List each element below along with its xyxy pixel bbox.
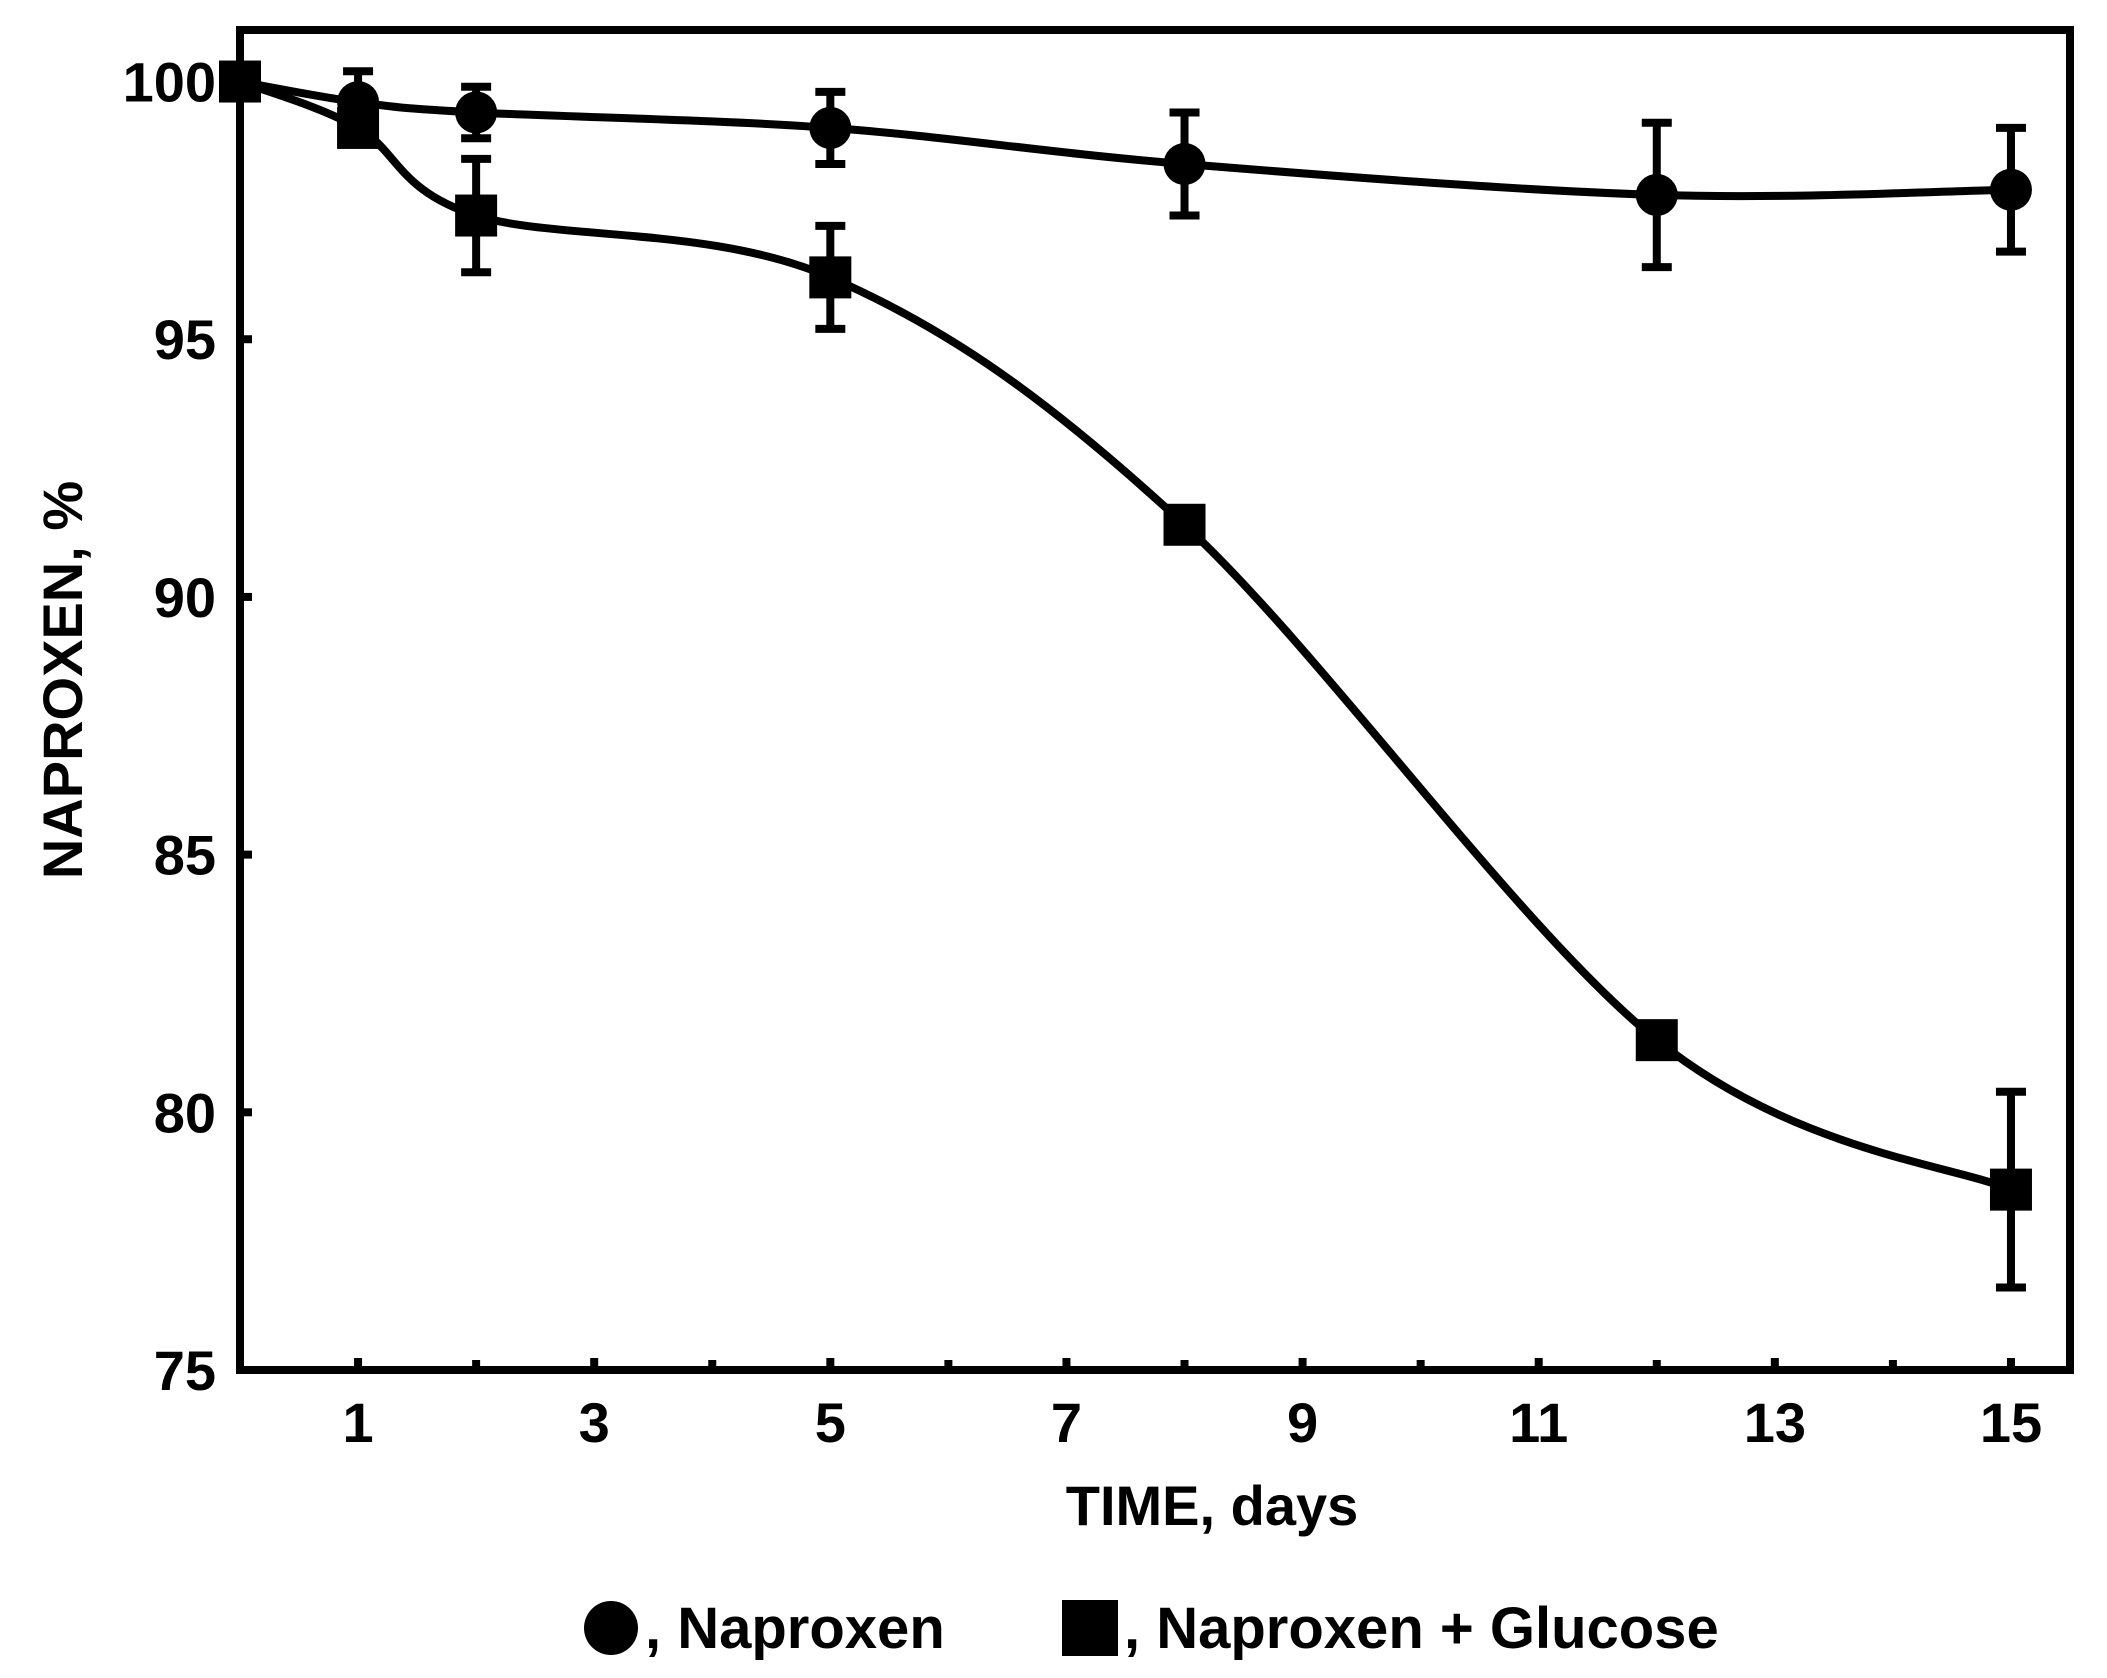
- data-markers: [219, 60, 2032, 1211]
- y-tick-label: 80: [154, 1081, 216, 1144]
- legend-label-naproxen: , Naproxen: [645, 1596, 945, 1661]
- series-line-naproxen-glucose: [238, 77, 2013, 1194]
- data-point-circle: [1635, 173, 1678, 216]
- data-point-square: [809, 256, 852, 299]
- x-tick-label: 3: [579, 1391, 610, 1454]
- plot-area: [236, 26, 2074, 1374]
- x-tick-label: 1: [342, 1391, 373, 1454]
- legend-marker-square: [1062, 1600, 1118, 1656]
- x-tick-label: 7: [1051, 1391, 1082, 1454]
- y-tick-label: 100: [123, 51, 216, 114]
- series-lines: [238, 77, 2013, 1194]
- data-point-square: [337, 106, 380, 149]
- legend-marker-circle: [584, 1601, 638, 1655]
- data-point-square: [1989, 1168, 2032, 1211]
- data-point-circle: [1163, 143, 1206, 185]
- y-tick-label: 95: [154, 308, 216, 371]
- x-axis-title: TIME, days: [1066, 1474, 1359, 1537]
- data-point-square: [1163, 503, 1206, 546]
- legend-label-naproxen-glucose: , Naproxen + Glucose: [1124, 1596, 1719, 1661]
- plot-frame: [236, 26, 2074, 1374]
- data-point-circle: [1989, 168, 2032, 211]
- y-axis-title: NAPROXEN, %: [31, 481, 94, 879]
- series-line-naproxen: [239, 77, 2012, 201]
- data-point-square: [1635, 1019, 1678, 1062]
- y-tick-label: 90: [154, 566, 216, 629]
- legend: , Naproxen , Naproxen + Glucose: [584, 1596, 1719, 1661]
- error-bars: [343, 67, 2026, 1292]
- x-tick-label: 5: [815, 1391, 846, 1454]
- y-tick-label: 85: [154, 824, 216, 887]
- data-point-square: [455, 194, 498, 237]
- data-point-square: [219, 60, 261, 103]
- x-tick-label: 13: [1744, 1391, 1806, 1454]
- x-tick-label: 15: [1980, 1391, 2042, 1454]
- data-point-circle: [455, 91, 498, 134]
- data-point-circle: [809, 106, 852, 149]
- y-tick-label: 75: [154, 1339, 216, 1402]
- x-tick-label: 9: [1287, 1391, 1318, 1454]
- axis-ticks: [240, 77, 2015, 1374]
- x-tick-label: 11: [1509, 1391, 1568, 1454]
